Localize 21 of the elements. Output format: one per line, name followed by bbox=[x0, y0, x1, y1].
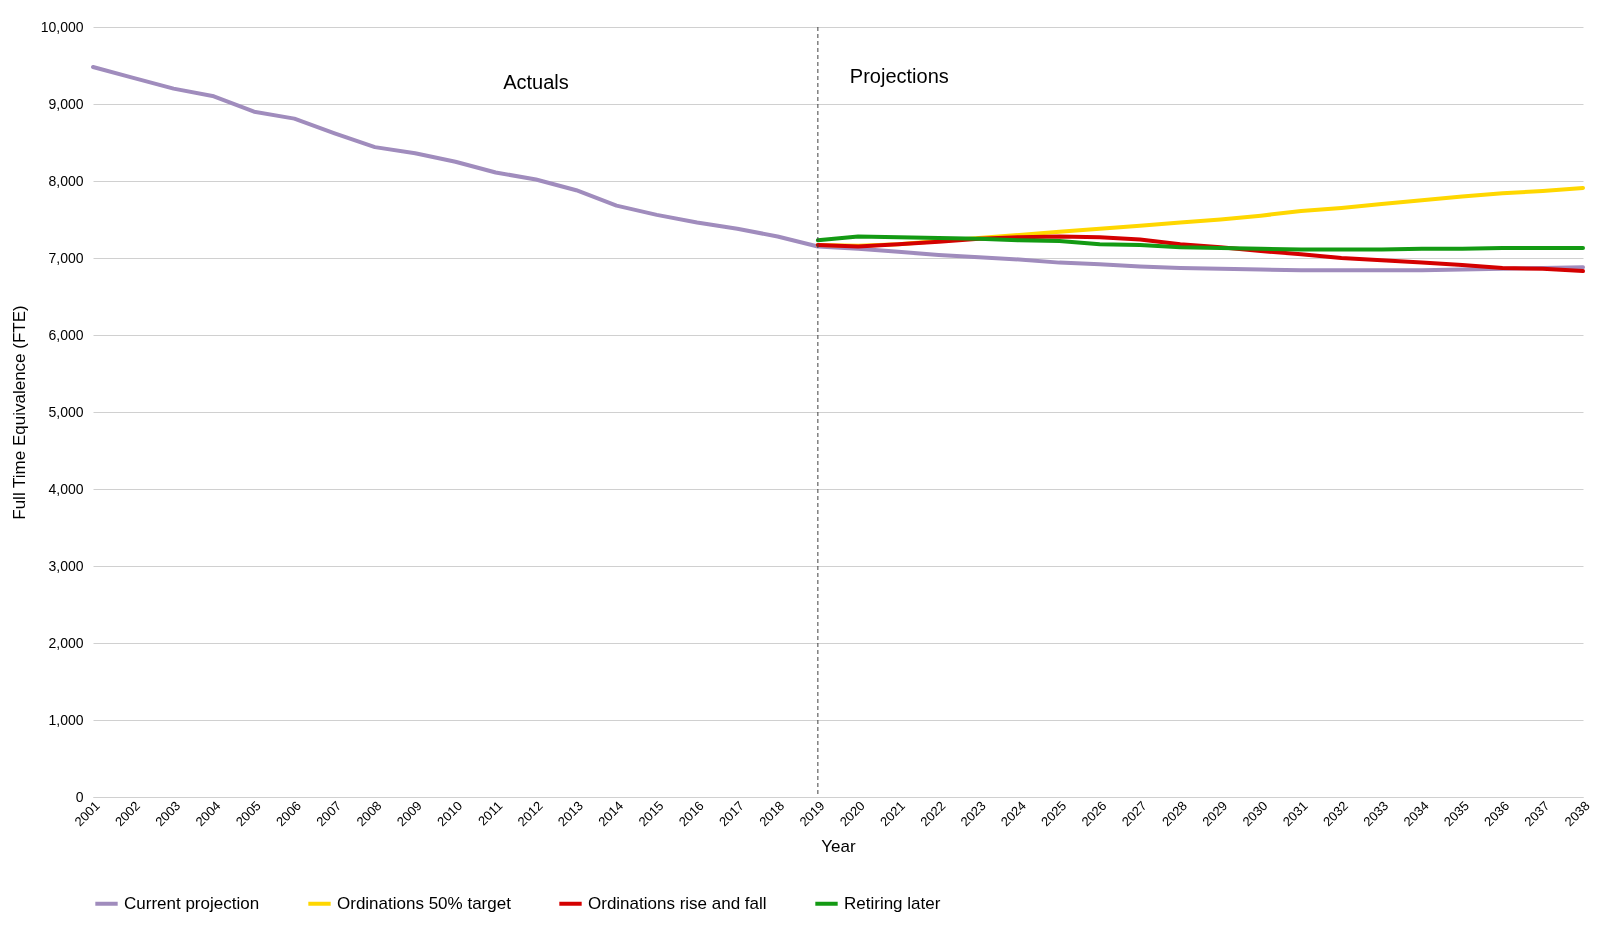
y-tick-label: 3,000 bbox=[48, 557, 84, 574]
line-series bbox=[815, 234, 1585, 252]
y-tick-label: 9,000 bbox=[48, 95, 84, 112]
y-tick-label: 1,000 bbox=[48, 711, 84, 728]
y-tick-label: 6,000 bbox=[48, 326, 84, 343]
y-tick-label: 8,000 bbox=[48, 172, 84, 189]
line-series bbox=[91, 65, 1585, 273]
annotation: Actuals bbox=[503, 71, 569, 93]
annotation: Projections bbox=[849, 65, 949, 87]
y-tick-label: 10,000 bbox=[40, 18, 84, 35]
y-tick-label: 7,000 bbox=[48, 249, 84, 266]
y-axis-title: Full Time Equivalence (FTE) bbox=[9, 305, 29, 520]
y-tick-label: 5,000 bbox=[48, 403, 84, 420]
y-tick-label: 2,000 bbox=[48, 634, 84, 651]
legend-label: Ordinations rise and fall bbox=[588, 893, 767, 913]
legend-label: Ordinations 50% target bbox=[337, 893, 512, 913]
y-tick-label: 0 bbox=[75, 788, 84, 805]
x-axis-title: Year bbox=[821, 837, 857, 857]
legend-label: Current projection bbox=[124, 893, 260, 913]
legend-label: Retiring later bbox=[844, 893, 941, 913]
y-tick-label: 4,000 bbox=[48, 480, 84, 497]
